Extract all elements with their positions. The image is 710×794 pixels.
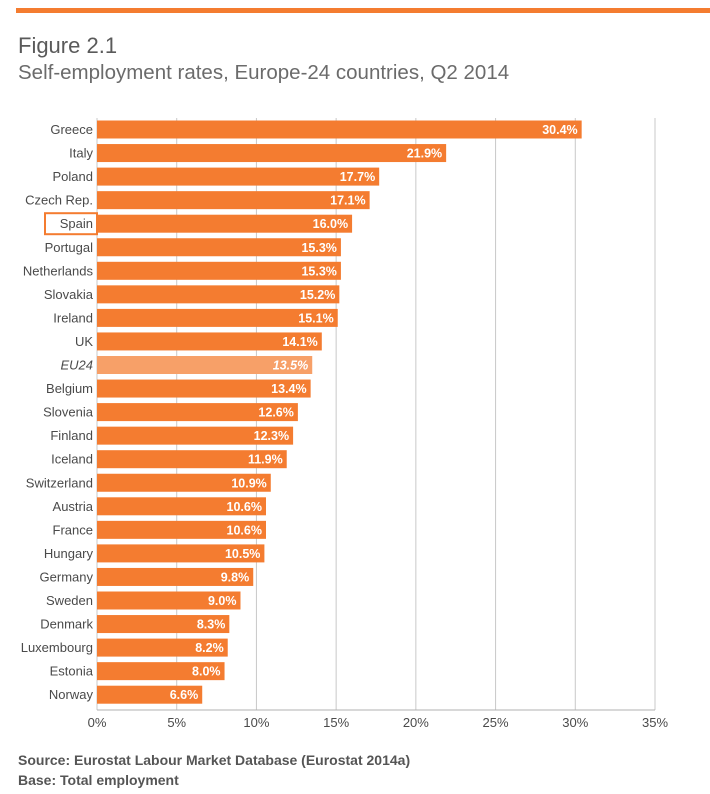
category-label: Austria bbox=[53, 499, 94, 514]
data-label: 21.9% bbox=[407, 147, 442, 161]
category-label: Denmark bbox=[40, 617, 93, 632]
category-label: Italy bbox=[69, 146, 93, 161]
bar bbox=[97, 567, 254, 586]
bar-chart: 0% 5% 10% 15% 20% 25% 30% 35% Greece 30.4% Italy 21… bbox=[21, 118, 668, 730]
category-label: Sweden bbox=[46, 593, 93, 608]
x-tick-label: 30% bbox=[562, 715, 588, 730]
category-label: EU24 bbox=[60, 358, 93, 373]
x-tick-label: 35% bbox=[642, 715, 668, 730]
bar bbox=[97, 379, 311, 398]
bar bbox=[97, 285, 340, 304]
data-label: 15.3% bbox=[301, 241, 336, 255]
data-label: 13.5% bbox=[273, 359, 308, 373]
category-label: Spain bbox=[60, 216, 93, 231]
data-label: 8.3% bbox=[197, 618, 226, 632]
data-label: 10.9% bbox=[231, 476, 266, 490]
category-label: Poland bbox=[53, 169, 93, 184]
data-label: 13.4% bbox=[271, 382, 306, 396]
bar bbox=[97, 356, 313, 374]
data-label: 6.6% bbox=[170, 688, 199, 702]
bar bbox=[97, 544, 265, 563]
bar bbox=[97, 144, 447, 163]
x-tick-label: 0% bbox=[88, 715, 107, 730]
data-label: 12.6% bbox=[258, 406, 293, 420]
data-label: 14.1% bbox=[282, 335, 317, 349]
bar bbox=[97, 261, 341, 280]
category-label: Norway bbox=[49, 687, 94, 702]
bar bbox=[97, 473, 271, 492]
data-label: 11.9% bbox=[248, 453, 283, 467]
bar bbox=[97, 450, 287, 469]
source-note: Source: Eurostat Labour Market Database … bbox=[18, 752, 411, 768]
bar bbox=[97, 167, 380, 186]
bar bbox=[97, 615, 230, 634]
category-label: UK bbox=[75, 334, 93, 349]
category-label: Hungary bbox=[44, 546, 94, 561]
x-tick-label: 15% bbox=[323, 715, 349, 730]
data-label: 12.3% bbox=[254, 429, 289, 443]
bar bbox=[97, 520, 266, 539]
top-accent-rule bbox=[16, 8, 710, 13]
x-tick-label: 20% bbox=[403, 715, 429, 730]
category-label: Luxembourg bbox=[21, 640, 93, 655]
data-label: 17.7% bbox=[340, 170, 375, 184]
figure-number: Figure 2.1 bbox=[18, 33, 118, 58]
category-label: Switzerland bbox=[26, 475, 93, 490]
bar bbox=[97, 497, 266, 516]
bar bbox=[97, 308, 338, 327]
data-label: 8.2% bbox=[195, 641, 224, 655]
category-label: Slovenia bbox=[43, 405, 94, 420]
bar bbox=[97, 238, 341, 257]
data-label: 15.1% bbox=[298, 311, 333, 325]
data-label: 16.0% bbox=[313, 217, 348, 231]
base-note: Base: Total employment bbox=[18, 772, 179, 788]
data-label: 9.0% bbox=[208, 594, 237, 608]
bar bbox=[97, 591, 241, 610]
category-label: Portugal bbox=[45, 240, 94, 255]
data-label: 15.2% bbox=[300, 288, 335, 302]
data-label: 8.0% bbox=[192, 665, 221, 679]
category-label: Belgium bbox=[46, 381, 93, 396]
category-label: Slovakia bbox=[44, 287, 94, 302]
x-tick-label: 25% bbox=[483, 715, 509, 730]
category-label: Czech Rep. bbox=[25, 193, 93, 208]
x-tick-label: 5% bbox=[167, 715, 186, 730]
category-label: France bbox=[53, 522, 93, 537]
category-label: Finland bbox=[50, 428, 93, 443]
category-label: Estonia bbox=[50, 664, 94, 679]
bar bbox=[97, 426, 294, 445]
data-label: 10.6% bbox=[227, 523, 262, 537]
bar bbox=[97, 214, 353, 233]
bar bbox=[97, 120, 582, 139]
data-label: 9.8% bbox=[221, 570, 250, 584]
bar bbox=[97, 191, 370, 210]
figure-title: Self-employment rates, Europe-24 countri… bbox=[18, 61, 510, 84]
category-label: Germany bbox=[40, 569, 94, 584]
bar bbox=[97, 685, 203, 704]
data-label: 10.5% bbox=[225, 547, 260, 561]
data-label: 10.6% bbox=[227, 500, 262, 514]
bar bbox=[97, 403, 298, 422]
data-label: 30.4% bbox=[542, 123, 577, 137]
category-label: Greece bbox=[50, 122, 93, 137]
bar bbox=[97, 332, 322, 351]
bar bbox=[97, 662, 225, 681]
x-tick-label: 10% bbox=[243, 715, 269, 730]
data-label: 15.3% bbox=[301, 264, 336, 278]
data-label: 17.1% bbox=[330, 194, 365, 208]
bar bbox=[97, 638, 228, 657]
category-label: Iceland bbox=[51, 452, 93, 467]
category-label: Ireland bbox=[53, 310, 93, 325]
category-label: Netherlands bbox=[23, 263, 94, 278]
